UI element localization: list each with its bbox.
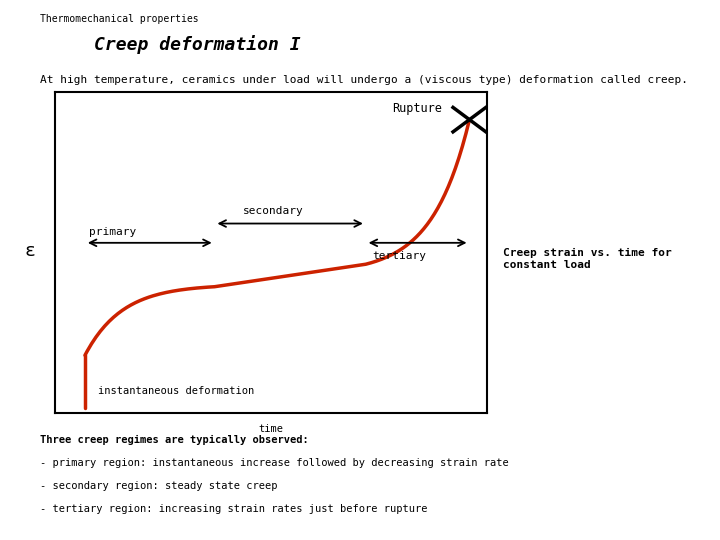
Text: Three creep regimes are typically observed:: Three creep regimes are typically observ… [40, 435, 308, 445]
Text: At high temperature, ceramics under load will undergo a (viscous type) deformati: At high temperature, ceramics under load… [40, 75, 688, 85]
Text: instantaneous deformation: instantaneous deformation [98, 386, 254, 396]
Text: - tertiary region: increasing strain rates just before rupture: - tertiary region: increasing strain rat… [40, 504, 427, 515]
Text: Creep deformation I: Creep deformation I [94, 35, 300, 54]
Text: Rupture: Rupture [392, 102, 441, 114]
Text: Creep strain vs. time for
constant load: Creep strain vs. time for constant load [503, 248, 671, 270]
Text: ε: ε [24, 242, 36, 260]
Text: - primary region: instantaneous increase followed by decreasing strain rate: - primary region: instantaneous increase… [40, 458, 508, 468]
Text: Thermomechanical properties: Thermomechanical properties [40, 14, 198, 24]
Text: primary: primary [89, 227, 137, 237]
Text: secondary: secondary [243, 206, 303, 216]
Text: tertiary: tertiary [372, 251, 426, 261]
Text: time: time [258, 424, 283, 434]
Text: - secondary region: steady state creep: - secondary region: steady state creep [40, 481, 277, 491]
